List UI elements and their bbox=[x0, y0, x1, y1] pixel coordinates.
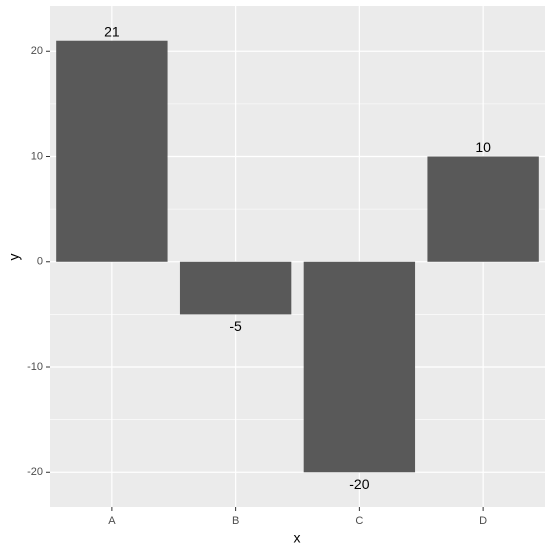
y-tick-label: -20 bbox=[27, 466, 43, 478]
x-tick-label: A bbox=[108, 515, 116, 527]
value-label: -20 bbox=[349, 476, 369, 492]
bar bbox=[303, 261, 416, 473]
y-tick-label: 20 bbox=[31, 45, 43, 57]
bar bbox=[56, 40, 168, 262]
bar bbox=[179, 261, 292, 315]
bar bbox=[427, 156, 539, 262]
x-axis-title: x bbox=[294, 530, 301, 546]
value-label: 21 bbox=[104, 23, 120, 39]
value-label: 10 bbox=[475, 139, 491, 155]
x-tick-label: D bbox=[479, 515, 487, 527]
y-tick-label: 10 bbox=[31, 150, 43, 162]
marks bbox=[56, 40, 539, 473]
x-tick-label: C bbox=[355, 515, 363, 527]
x-tick-label: B bbox=[232, 515, 239, 527]
y-tick-label: -10 bbox=[27, 361, 43, 373]
y-axis-title: y bbox=[6, 254, 22, 261]
value-label: -5 bbox=[229, 318, 242, 334]
y-tick-label: 0 bbox=[37, 256, 43, 268]
